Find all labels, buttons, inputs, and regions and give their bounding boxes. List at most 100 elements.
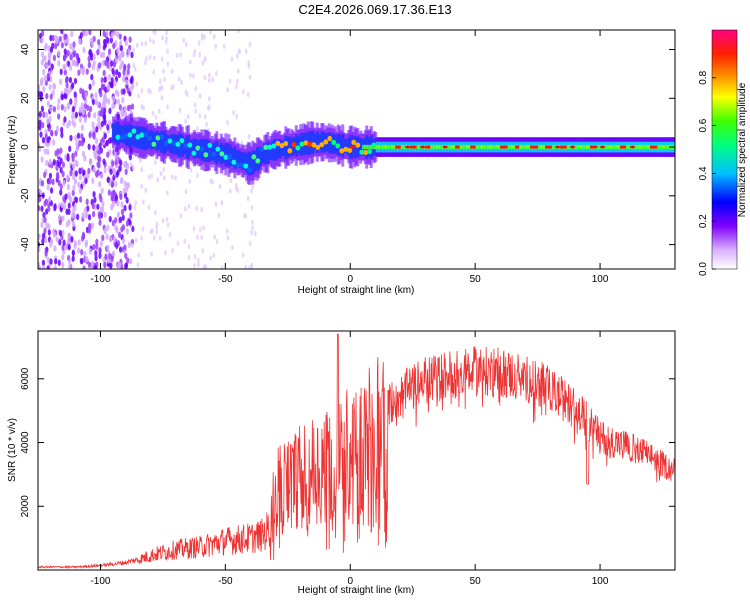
spectrogram-speckle: [76, 213, 80, 221]
spectrogram-speckle: [243, 213, 246, 219]
spectrogram-speckle: [215, 70, 218, 76]
spectrogram-peak: [382, 145, 388, 149]
spectrogram-speckle: [109, 262, 113, 269]
spectrogram-speckle: [66, 174, 70, 181]
snr-xtick-label: 0: [347, 576, 353, 587]
spectrogram-speckle: [52, 105, 57, 113]
spectrogram-peak: [207, 142, 213, 148]
spectrogram-peak: [525, 145, 531, 149]
spectrogram-speckle: [122, 76, 126, 83]
spectrogram-speckle: [47, 205, 51, 212]
spectrogram-speckle: [71, 59, 75, 67]
spectrogram-speckle: [98, 219, 102, 226]
spectrogram-speckle: [41, 121, 45, 129]
spectrogram-peak: [279, 142, 285, 149]
spectrogram-speckle: [156, 177, 160, 183]
spectrogram-speckle: [59, 147, 63, 154]
spectrogram-ytick-label: 20: [20, 92, 31, 104]
spectrogram-speckle: [38, 205, 41, 212]
spectrogram-speckle: [128, 36, 132, 43]
spectrogram-speckle: [41, 136, 46, 144]
snr-ticks: -100 -50 0 50 100 2000 4000 6000: [20, 331, 675, 587]
spectrogram-speckle: [186, 114, 190, 120]
spectrogram-speckle: [116, 211, 120, 219]
spectrogram-speckle: [72, 173, 76, 181]
spectrogram-speckle: [73, 240, 77, 247]
spectrogram-speckle: [132, 47, 135, 53]
spectrogram-speckle: [40, 205, 44, 212]
spectrogram-speckle: [47, 223, 51, 230]
spectrogram-speckle: [99, 240, 103, 247]
spectrogram-speckle: [103, 261, 107, 269]
spectrogram-speckle: [91, 64, 95, 71]
spectrogram-speckle: [63, 203, 67, 210]
spectrogram-speckle: [61, 215, 65, 222]
spectrogram-speckle: [72, 41, 76, 48]
spectrogram-speckle: [129, 161, 133, 168]
spectrogram-speckle: [91, 202, 95, 210]
spectrogram-peak: [367, 148, 373, 155]
spectrogram-speckle: [235, 185, 238, 192]
spectrogram-speckle: [154, 159, 157, 166]
spectrogram-speckle: [125, 228, 129, 235]
spectrogram-speckle: [101, 200, 105, 208]
spectrogram-speckle: [184, 206, 187, 212]
spectrogram-peak: [127, 132, 133, 138]
spectrogram-speckle: [48, 158, 52, 166]
spectrogram-speckle: [118, 216, 123, 224]
spectrogram-speckle: [125, 79, 129, 86]
spectrogram-speckle: [57, 98, 61, 105]
spectrogram-speckle: [198, 113, 202, 119]
spectrogram-speckle: [69, 54, 73, 61]
spectrogram-xtick-label: 50: [470, 274, 482, 285]
spectrogram-speckle: [41, 265, 46, 269]
spectrogram-speckle: [68, 263, 72, 269]
spectrogram-speckle: [88, 222, 92, 230]
spectrogram-speckle: [151, 228, 154, 234]
spectrogram-speckle: [54, 42, 58, 50]
spectrogram-peak: [247, 167, 253, 173]
spectrogram-speckle: [60, 104, 64, 111]
spectrogram-peak: [139, 132, 145, 138]
spectrogram-speckle: [208, 77, 211, 84]
spectrogram-peak: [231, 159, 237, 165]
spectrogram-speckle: [63, 33, 67, 41]
spectrogram-speckle: [205, 121, 208, 128]
spectrogram-speckle: [44, 249, 48, 257]
colorbar-tick-label: 0.6: [698, 118, 709, 132]
spectrogram-speckle: [60, 30, 64, 35]
spectrogram-speckle: [109, 37, 113, 44]
spectrogram-speckle: [123, 180, 127, 187]
spectrogram-speckle: [119, 193, 123, 201]
spectrogram-ytick-label: 40: [20, 44, 31, 56]
spectrogram-speckle: [98, 156, 102, 163]
spectrogram-speckle: [86, 205, 90, 212]
spectrogram-speckle: [163, 76, 166, 83]
spectrogram-speckle: [140, 235, 143, 241]
spectrogram-peak: [311, 142, 317, 148]
spectrogram-speckle: [74, 111, 79, 119]
spectrogram-speckle: [166, 190, 169, 196]
spectrogram-speckle: [193, 262, 196, 269]
spectrogram-speckle: [196, 234, 199, 240]
spectrogram-speckle: [52, 54, 56, 62]
spectrogram-speckle: [240, 140, 244, 146]
spectrogram-speckle: [101, 59, 106, 67]
spectrogram-speckle: [247, 63, 251, 69]
spectrogram-speckle: [133, 205, 137, 211]
spectrogram-peak: [319, 142, 325, 148]
spectrogram-speckle: [124, 39, 128, 47]
spectrogram-speckle: [147, 204, 151, 211]
spectrogram-speckle: [110, 60, 114, 67]
spectrogram-speckle: [103, 227, 107, 235]
spectrogram-speckle: [106, 176, 110, 183]
spectrogram-speckle: [213, 234, 216, 240]
spectrogram-peak: [287, 148, 293, 154]
spectrogram-speckle: [90, 54, 94, 61]
spectrogram-speckle: [142, 199, 145, 205]
spectrogram-speckle: [154, 210, 157, 216]
spectrogram-speckle: [161, 35, 164, 41]
spectrogram-panel: -100 -50 0 50 100 -40 -20 0 20 40 Height of strai…: [7, 29, 676, 296]
spectrogram-speckle: [140, 183, 143, 189]
spectrogram-speckle: [112, 61, 117, 68]
